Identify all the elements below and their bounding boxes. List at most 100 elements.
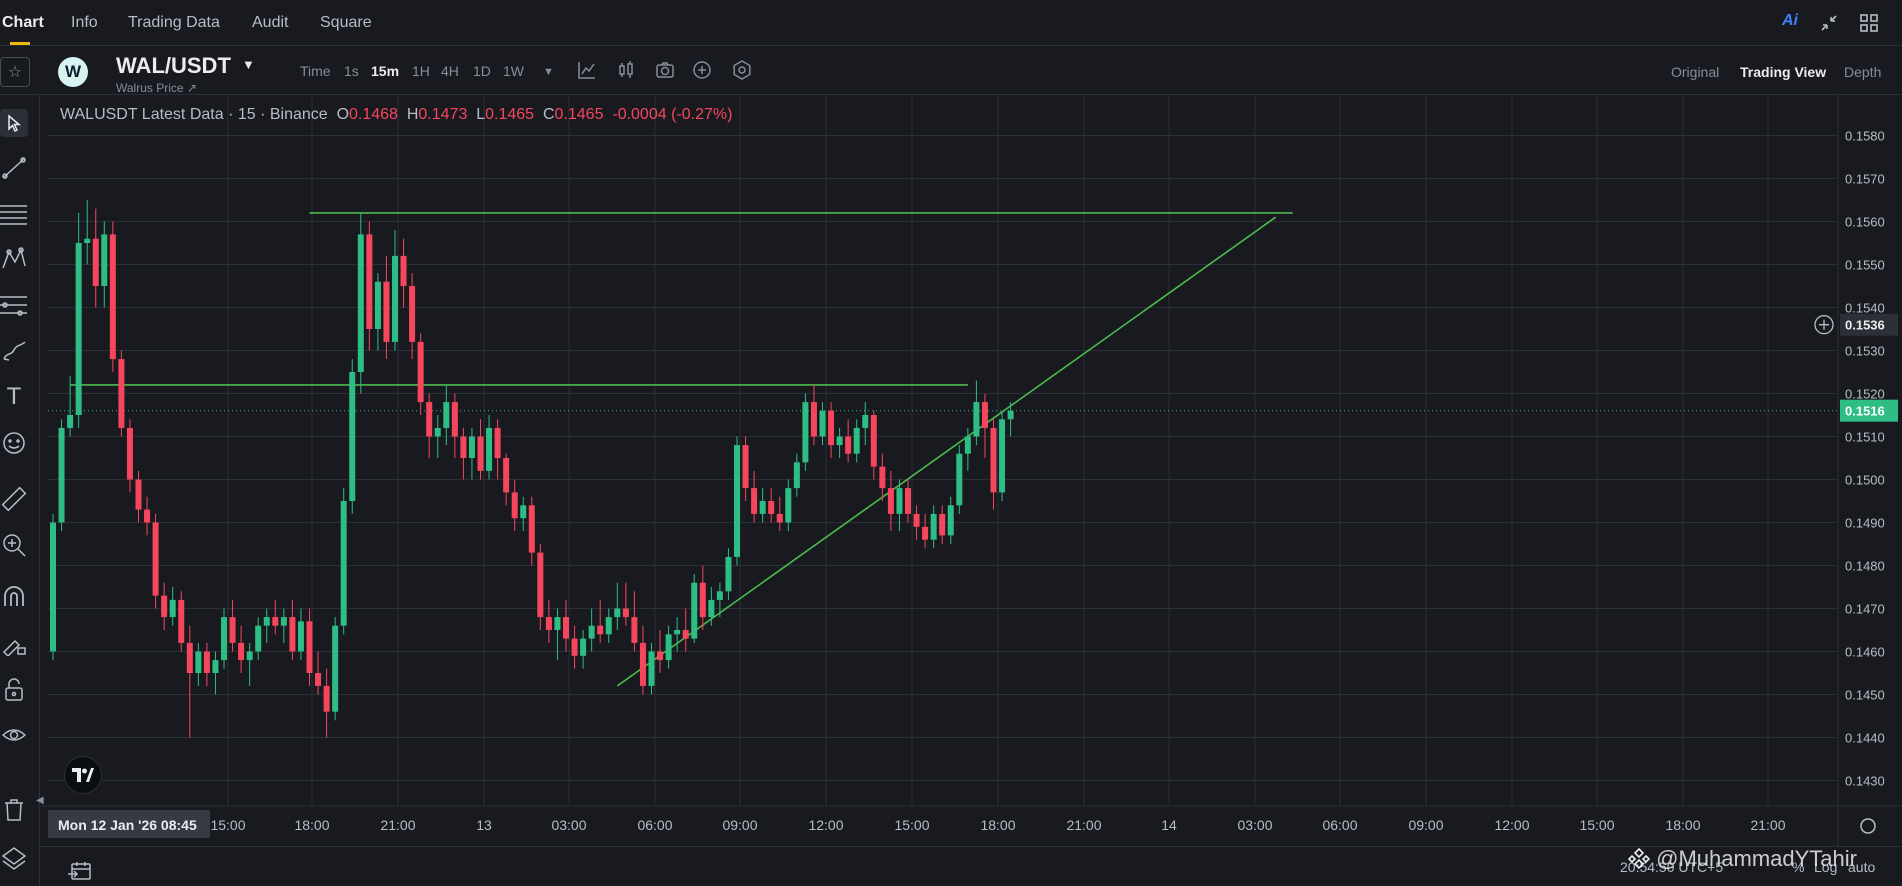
candle-body <box>520 505 527 519</box>
view-trading-view[interactable]: Trading View <box>1740 64 1827 80</box>
screenshot-camera-icon[interactable] <box>654 59 676 81</box>
unlock-icon[interactable] <box>0 675 28 703</box>
candle-body <box>409 286 416 342</box>
tab-trading-data[interactable]: Trading Data <box>128 14 220 31</box>
fib-tool-icon[interactable] <box>0 291 28 319</box>
candle-body <box>699 582 706 618</box>
chart-bottom-bar: 20:54:50 UTC+5 % Log auto <box>40 846 1902 886</box>
interval-1w[interactable]: 1W <box>503 63 524 79</box>
candle-body <box>836 436 843 446</box>
interval-15m[interactable]: 15m <box>371 63 400 79</box>
coin-logo: W <box>58 57 88 87</box>
candle-body <box>263 617 270 626</box>
candle-body <box>870 415 877 467</box>
candle-body <box>580 638 587 656</box>
candle-body <box>221 617 227 661</box>
chart-settings-icon[interactable] <box>731 59 753 81</box>
price-tick-label: 0.1430 <box>1845 774 1885 789</box>
time-tick-label: 21:00 <box>1750 817 1785 833</box>
view-original[interactable]: Original <box>1671 64 1720 80</box>
price-tick-label: 0.1510 <box>1845 430 1885 445</box>
pair-name[interactable]: WAL/USDT <box>116 53 231 78</box>
interval-more-icon[interactable]: ▼ <box>543 66 554 78</box>
candle-body <box>716 591 723 600</box>
trash-icon[interactable] <box>0 795 28 823</box>
interval-1h[interactable]: 1H <box>412 63 430 79</box>
chart-type-icon[interactable] <box>615 59 637 81</box>
tab-audit[interactable]: Audit <box>252 14 289 31</box>
candle-body <box>50 522 56 652</box>
candle-body <box>101 234 108 286</box>
candle-body <box>451 402 458 437</box>
interval-time[interactable]: Time <box>300 63 331 79</box>
tradingview-logo[interactable] <box>64 756 102 794</box>
pair-dropdown-icon[interactable]: ▼ <box>242 57 255 72</box>
zoom-in-icon[interactable] <box>0 531 28 559</box>
candle-body <box>964 436 971 454</box>
layers-icon[interactable] <box>0 843 28 871</box>
ai-button[interactable]: Ai <box>1782 12 1798 29</box>
cursor-arrow-icon[interactable] <box>0 109 28 137</box>
pair-subtitle-link[interactable]: Walrus Price ↗ <box>116 81 197 95</box>
brush-icon[interactable] <box>0 337 28 365</box>
emoji-icon[interactable] <box>0 429 28 457</box>
indicators-icon[interactable] <box>576 59 598 81</box>
candle-body <box>255 625 262 652</box>
collapse-icon[interactable] <box>1818 12 1840 39</box>
candle-body <box>323 685 330 712</box>
view-depth[interactable]: Depth <box>1844 64 1882 80</box>
add-alert-icon[interactable] <box>691 59 713 81</box>
candle-body <box>503 458 510 493</box>
magnet-icon[interactable] <box>0 583 28 611</box>
time-axis: 15:00 18:00 21:00 13 03:00 06:00 09:00 12:00 15:… <box>48 810 1876 838</box>
hover-price-label: 0.1536 <box>1845 318 1885 333</box>
time-tick-label: 15:00 <box>894 817 929 833</box>
interval-1d[interactable]: 1D <box>473 63 491 79</box>
price-tick-label: 0.1440 <box>1845 731 1885 746</box>
candle-body <box>152 522 159 596</box>
candle-body <box>306 621 313 673</box>
pattern-tool-icon[interactable] <box>0 245 28 273</box>
trend-line-icon[interactable] <box>0 153 28 181</box>
auto-scale-toggle[interactable]: auto <box>1848 859 1876 875</box>
candle-body <box>426 402 433 437</box>
horizontal-lines-icon[interactable] <box>0 199 28 227</box>
candle-body <box>186 642 193 673</box>
candlesticks <box>50 200 1014 738</box>
log-scale-toggle[interactable]: Log <box>1814 859 1838 875</box>
candle-body <box>879 466 886 489</box>
date-range-icon[interactable] <box>68 861 92 884</box>
time-tick-label: 14 <box>1161 817 1177 833</box>
candle-body <box>229 617 236 643</box>
clock-time[interactable]: 20:54:50 UTC+5 <box>1620 859 1724 875</box>
time-tick-label: 21:00 <box>1066 817 1101 833</box>
hover-price-box <box>1840 313 1898 336</box>
lock-draw-icon[interactable] <box>0 629 28 657</box>
candle-body <box>588 625 595 639</box>
last-price-box <box>1840 399 1898 422</box>
favorite-star-icon[interactable]: ☆ <box>0 57 30 87</box>
collapse-toolbar-icon[interactable]: ◀ <box>36 795 44 806</box>
tab-square[interactable]: Square <box>320 14 372 31</box>
interval-4h[interactable]: 4H <box>441 63 459 79</box>
time-tick-label: 15:00 <box>210 817 245 833</box>
ruler-icon[interactable] <box>0 485 28 513</box>
text-tool-icon[interactable]: T <box>6 383 22 410</box>
candle-body <box>571 638 578 656</box>
time-tick-label: 03:00 <box>1237 817 1272 833</box>
candle-body <box>597 625 604 635</box>
tab-info[interactable]: Info <box>71 14 98 31</box>
interval-1s[interactable]: 1s <box>344 63 359 79</box>
candle-body <box>357 234 364 372</box>
tab-chart[interactable]: Chart <box>2 14 44 31</box>
plus-glyph <box>1819 319 1829 330</box>
candle-body <box>246 651 253 661</box>
price-tick-label: 0.1500 <box>1845 473 1885 488</box>
visibility-eye-icon[interactable] <box>0 721 28 749</box>
candle-body <box>810 402 817 437</box>
percent-scale-toggle[interactable]: % <box>1792 859 1805 875</box>
candle-body <box>862 415 869 428</box>
time-tick-label: 15:00 <box>1579 817 1614 833</box>
grid-layout-icon[interactable] <box>1858 12 1880 39</box>
